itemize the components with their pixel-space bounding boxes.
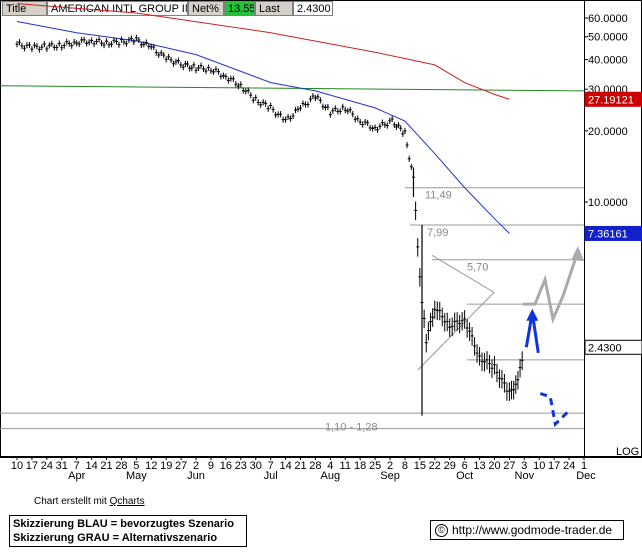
axis-value-marker-label: 27.19121 — [588, 94, 634, 106]
x-day-label: 27 — [175, 460, 187, 472]
x-day-label: 14 — [279, 460, 291, 472]
x-day-label: 10 — [533, 460, 545, 472]
net-value: 13.55 — [224, 1, 255, 16]
x-day-label: 16 — [220, 460, 232, 472]
credit-prefix: Chart erstellt mit — [34, 496, 110, 507]
x-day-label: 28 — [115, 460, 127, 472]
support-annotation: 7,99 — [427, 227, 448, 239]
x-day-label: 18 — [354, 460, 366, 472]
x-day-label: 4 — [327, 460, 333, 472]
x-day-label: 21 — [294, 460, 306, 472]
x-day-label: 2 — [387, 460, 393, 472]
last-label: Last — [255, 1, 293, 16]
grey-scenario-arrowhead — [571, 246, 584, 262]
x-day-label: 5 — [133, 460, 139, 472]
x-day-label: 24 — [563, 460, 575, 472]
x-day-label: 21 — [100, 460, 112, 472]
x-month-label: Jun — [187, 470, 205, 482]
x-day-label: 20 — [488, 460, 500, 472]
x-day-label: 6 — [462, 460, 468, 472]
y-tick-label: 40.0000 — [588, 55, 628, 67]
x-month-label: May — [126, 470, 147, 482]
x-day-label: 19 — [160, 460, 172, 472]
legend-grey: Skizzierung GRAU = Alternativszenario — [13, 532, 218, 544]
source-url-box: © http://www.godmode-trader.de — [430, 520, 624, 540]
x-day-label: 27 — [503, 460, 515, 472]
x-day-label: 10 — [11, 460, 23, 472]
x-day-label: 8 — [402, 460, 408, 472]
x-day-label: 11 — [340, 460, 351, 472]
x-day-label: 3 — [521, 460, 527, 472]
blue-moving-average — [16, 21, 510, 234]
y-tick-label: 10.0000 — [588, 197, 628, 209]
x-day-label: 13 — [473, 460, 485, 472]
axis-value-marker — [584, 91, 642, 107]
x-day-label: 1 — [581, 460, 587, 472]
support-annotation: 5,70 — [467, 262, 488, 274]
x-day-label: 25 — [369, 460, 381, 472]
x-month-label: Oct — [456, 470, 473, 482]
net-label: Net% — [188, 1, 224, 16]
x-day-label: 28 — [309, 460, 321, 472]
axis-value-marker-label: 7.36161 — [588, 228, 628, 240]
support-annotation: 1,10 - 1,28 — [325, 422, 378, 434]
qcharts-link[interactable]: Qcharts — [109, 496, 145, 507]
log-scale-label: LOG — [616, 446, 639, 458]
x-day-label: 7 — [74, 460, 80, 472]
x-month-label: Apr — [68, 470, 85, 482]
axis-value-marker — [584, 225, 642, 241]
title-value: AMERICAN INTL GROUP INC — [47, 1, 188, 16]
x-day-label: 29 — [444, 460, 456, 472]
axis-value-marker — [584, 339, 642, 355]
axis-value-marker-label: 2.4300 — [588, 342, 622, 354]
grey-scenario-path — [523, 250, 580, 324]
blue-scenario-dashed-path — [539, 392, 570, 428]
x-day-label: 24 — [41, 460, 53, 472]
x-day-label: 9 — [208, 460, 214, 472]
scenario-legend: Skizzierung BLAU = bevorzugtes Szenario … — [9, 515, 247, 547]
x-month-label: Nov — [515, 470, 535, 482]
x-day-label: 31 — [56, 460, 68, 472]
x-day-label: 23 — [235, 460, 247, 472]
x-day-label: 7 — [268, 460, 274, 472]
y-tick-label: 50.0000 — [588, 32, 628, 44]
last-value: 2.4300 — [293, 1, 333, 16]
legend-blue: Skizzierung BLAU = bevorzugtes Szenario — [13, 518, 234, 530]
x-day-label: 30 — [250, 460, 262, 472]
chart-frame — [0, 0, 642, 457]
source-url[interactable]: http://www.godmode-trader.de — [452, 523, 613, 537]
y-tick-label: 60.0000 — [588, 13, 628, 25]
red-moving-average — [16, 3, 510, 100]
x-month-label: Aug — [321, 470, 341, 482]
x-month-label: Jul — [264, 470, 278, 482]
blue-scenario-arrowhead — [526, 308, 539, 321]
support-annotation: 11,49 — [425, 190, 452, 202]
chart-credit: Chart erstellt mit Qcharts — [34, 496, 145, 507]
x-day-label: 14 — [85, 460, 97, 472]
x-day-label: 15 — [414, 460, 426, 472]
x-month-label: Sep — [380, 470, 400, 482]
price-chart: 60.000050.000040.000030.000020.000010.00… — [0, 0, 642, 482]
x-day-label: 17 — [548, 460, 560, 472]
copyright-icon: © — [435, 524, 448, 537]
green-trendline — [0, 85, 585, 92]
x-month-label: Dec — [576, 470, 596, 482]
x-day-label: 17 — [26, 460, 38, 472]
y-tick-label: 20.0000 — [588, 126, 628, 138]
price-bars — [15, 34, 524, 401]
x-day-label: 2 — [193, 460, 199, 472]
triangle-pattern — [417, 254, 495, 371]
x-day-label: 12 — [145, 460, 157, 472]
x-day-label: 22 — [429, 460, 441, 472]
